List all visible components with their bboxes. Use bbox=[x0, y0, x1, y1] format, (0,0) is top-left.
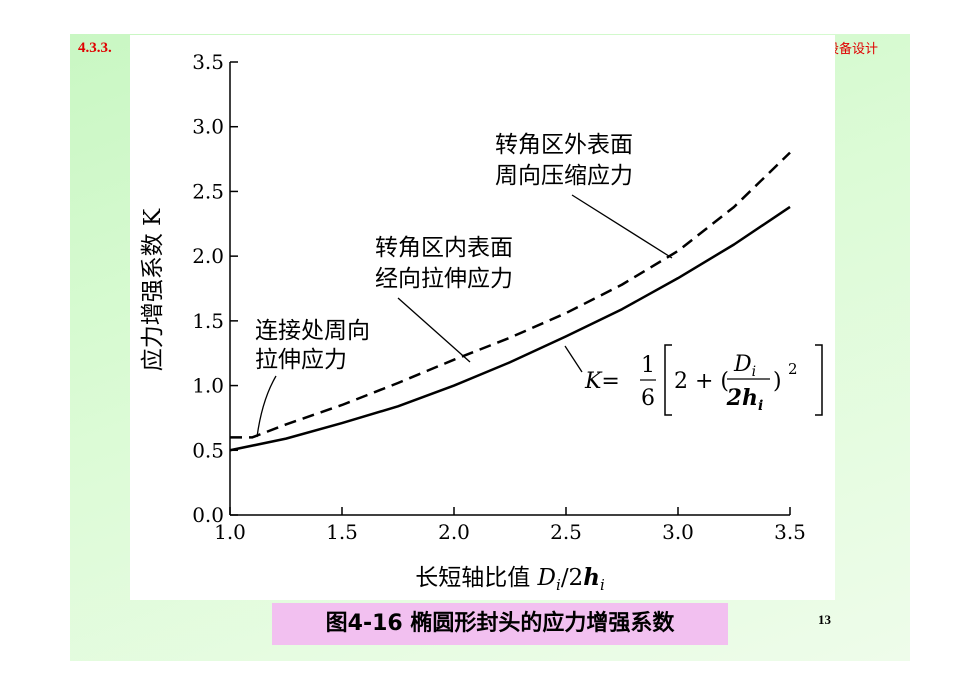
formula-sub: i bbox=[752, 364, 756, 380]
annotation: 转角区外表面 bbox=[495, 132, 633, 158]
x-tick-label: 1.5 bbox=[326, 520, 358, 544]
formula-exp: 2 bbox=[788, 360, 798, 378]
y-tick-label: 2.5 bbox=[192, 179, 224, 203]
leader-line bbox=[397, 297, 471, 363]
formula: K= 1 6 2 + ( Di 2hi ) 2 bbox=[584, 344, 823, 416]
x-label-h: h bbox=[583, 564, 600, 591]
x-label-slash: /2 bbox=[561, 565, 583, 591]
formula-sub: i bbox=[758, 398, 763, 414]
data-line bbox=[229, 205, 791, 452]
x-label-sub: i bbox=[600, 576, 605, 594]
chart-panel bbox=[130, 35, 835, 600]
x-tick-label: 2.5 bbox=[550, 520, 582, 544]
y-tick-label: 3.0 bbox=[192, 115, 224, 139]
formula-d: D bbox=[733, 352, 752, 377]
figure-caption: 图4-16 椭圆形封头的应力增强系数 bbox=[272, 603, 728, 645]
section-number: 4.3.3. bbox=[78, 40, 112, 56]
annotation: 拉伸应力 bbox=[255, 347, 347, 373]
bracket bbox=[815, 344, 823, 416]
formula-lhs: K= bbox=[584, 369, 620, 394]
y-tick-label: 0.5 bbox=[192, 438, 224, 462]
annotation: 周向压缩应力 bbox=[495, 163, 633, 189]
annotation: 连接处周向 bbox=[255, 318, 370, 344]
x-tick-label: 3.5 bbox=[774, 520, 806, 544]
annotation: 转角区内表面 bbox=[375, 235, 513, 261]
formula-fnum: Di bbox=[733, 352, 756, 380]
y-tick-label: 1.5 bbox=[192, 309, 224, 333]
x-tick-label: 2.0 bbox=[438, 520, 470, 544]
formula-num: 1 bbox=[641, 353, 655, 378]
formula-2h: 2h bbox=[726, 385, 758, 411]
formula-den: 6 bbox=[641, 386, 655, 411]
x-tick-label: 3.0 bbox=[662, 520, 694, 544]
y-tick-label: 3.5 bbox=[192, 50, 224, 74]
y-tick-label: 0.0 bbox=[192, 503, 224, 527]
formula-left: 2 + ( bbox=[674, 369, 729, 394]
formula-fden: 2hi bbox=[726, 385, 764, 414]
x-tick-label: 1.0 bbox=[214, 520, 246, 544]
data-line bbox=[230, 151, 791, 439]
x-axis-label: 长短轴比值 Di/2hi bbox=[415, 564, 605, 594]
x-label-d: D bbox=[537, 565, 556, 591]
leader-line bbox=[564, 345, 583, 373]
y-axis-label: 应力增强系数 K bbox=[140, 208, 166, 371]
leader-line bbox=[256, 375, 277, 438]
corner-title: 设备设计 bbox=[826, 42, 879, 57]
formula-right: ) bbox=[773, 369, 782, 394]
y-tick-label: 2.0 bbox=[192, 244, 224, 268]
leader-line bbox=[571, 194, 673, 259]
bracket bbox=[664, 344, 672, 416]
annotation: 经向拉伸应力 bbox=[375, 266, 513, 292]
y-tick-label: 1.0 bbox=[192, 374, 224, 398]
x-label-text: 长短轴比值 bbox=[415, 565, 537, 591]
page-number: 13 bbox=[818, 612, 831, 627]
x-label-sub: i bbox=[556, 576, 561, 594]
